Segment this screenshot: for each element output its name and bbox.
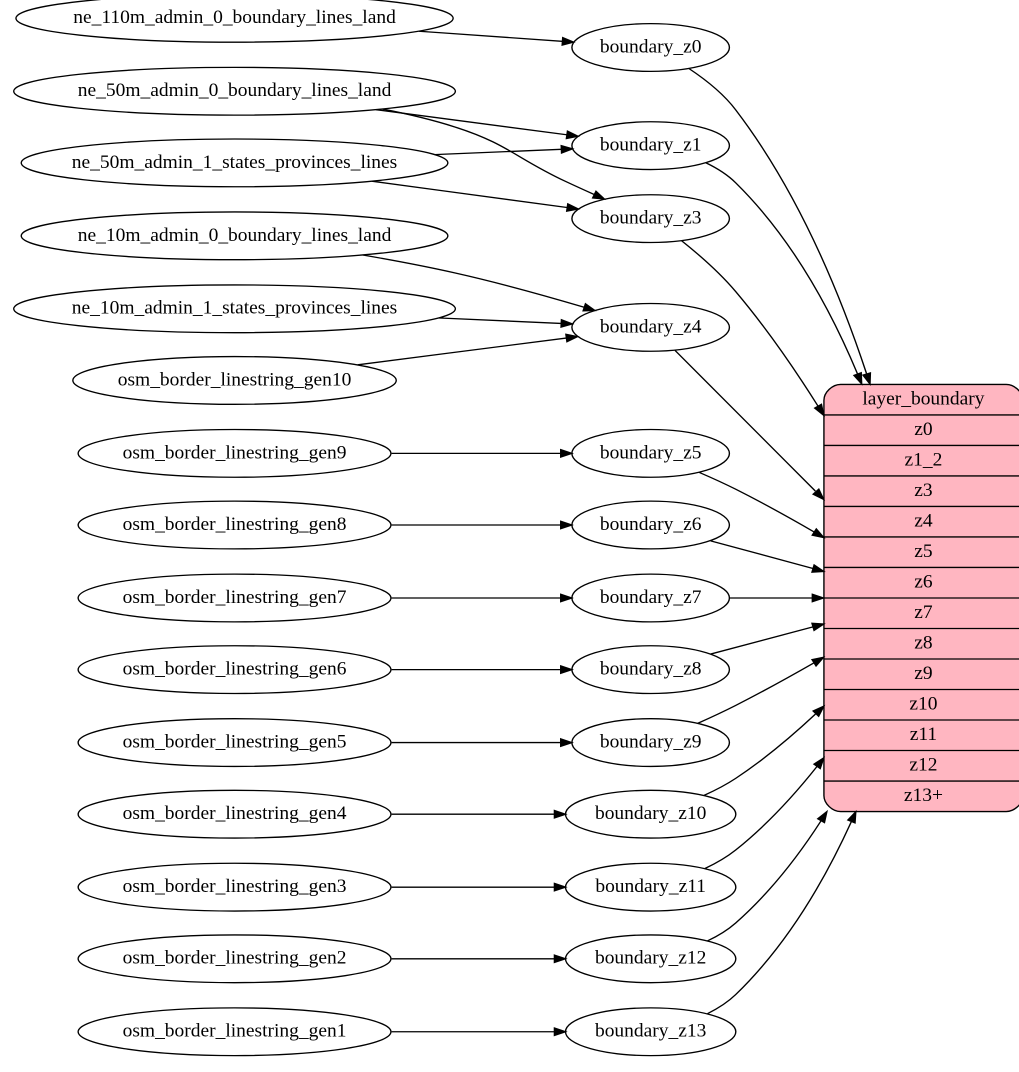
svg-text:z1_2: z1_2 <box>905 450 943 470</box>
svg-text:ne_50m_admin_1_states_province: ne_50m_admin_1_states_provinces_lines <box>72 152 397 172</box>
svg-text:z12: z12 <box>909 755 937 775</box>
svg-text:z11: z11 <box>910 725 937 745</box>
svg-text:ne_10m_admin_1_states_province: ne_10m_admin_1_states_provinces_lines <box>72 298 397 318</box>
svg-text:boundary_z8: boundary_z8 <box>600 659 702 679</box>
svg-text:z0: z0 <box>914 419 932 439</box>
svg-text:boundary_z1: boundary_z1 <box>600 135 702 155</box>
svg-text:z4: z4 <box>914 511 933 531</box>
svg-text:layer_boundary: layer_boundary <box>862 389 985 409</box>
svg-text:boundary_z9: boundary_z9 <box>600 732 702 752</box>
svg-text:osm_border_linestring_gen2: osm_border_linestring_gen2 <box>123 948 347 968</box>
svg-text:ne_10m_admin_0_boundary_lines_: ne_10m_admin_0_boundary_lines_land <box>78 225 392 245</box>
svg-text:z5: z5 <box>914 542 932 562</box>
svg-text:boundary_z13: boundary_z13 <box>595 1021 706 1041</box>
svg-text:boundary_z7: boundary_z7 <box>600 587 702 607</box>
svg-text:ne_50m_admin_0_boundary_lines_: ne_50m_admin_0_boundary_lines_land <box>78 81 392 101</box>
svg-text:boundary_z11: boundary_z11 <box>595 876 706 896</box>
svg-text:boundary_z4: boundary_z4 <box>600 317 702 337</box>
svg-text:osm_border_linestring_gen4: osm_border_linestring_gen4 <box>123 803 347 823</box>
svg-text:boundary_z0: boundary_z0 <box>600 37 702 57</box>
svg-text:boundary_z3: boundary_z3 <box>600 208 702 228</box>
svg-text:boundary_z10: boundary_z10 <box>595 803 706 823</box>
svg-text:z6: z6 <box>914 572 932 592</box>
svg-text:osm_border_linestring_gen10: osm_border_linestring_gen10 <box>118 370 352 390</box>
svg-text:z9: z9 <box>914 664 932 684</box>
svg-text:z8: z8 <box>914 633 932 653</box>
svg-text:boundary_z6: boundary_z6 <box>600 514 702 534</box>
svg-text:z3: z3 <box>914 480 932 500</box>
svg-text:osm_border_linestring_gen8: osm_border_linestring_gen8 <box>123 514 347 534</box>
svg-text:osm_border_linestring_gen3: osm_border_linestring_gen3 <box>123 876 347 896</box>
svg-text:boundary_z5: boundary_z5 <box>600 443 702 463</box>
svg-text:ne_110m_admin_0_boundary_lines: ne_110m_admin_0_boundary_lines_land <box>73 8 396 28</box>
svg-text:osm_border_linestring_gen1: osm_border_linestring_gen1 <box>123 1021 347 1041</box>
svg-text:z10: z10 <box>909 694 937 714</box>
svg-text:z7: z7 <box>914 603 932 623</box>
svg-text:osm_border_linestring_gen9: osm_border_linestring_gen9 <box>123 443 347 463</box>
svg-text:osm_border_linestring_gen7: osm_border_linestring_gen7 <box>123 587 347 607</box>
svg-text:osm_border_linestring_gen6: osm_border_linestring_gen6 <box>123 659 347 679</box>
svg-text:boundary_z12: boundary_z12 <box>595 948 706 968</box>
svg-text:osm_border_linestring_gen5: osm_border_linestring_gen5 <box>123 732 347 752</box>
svg-text:z13+: z13+ <box>904 786 943 806</box>
